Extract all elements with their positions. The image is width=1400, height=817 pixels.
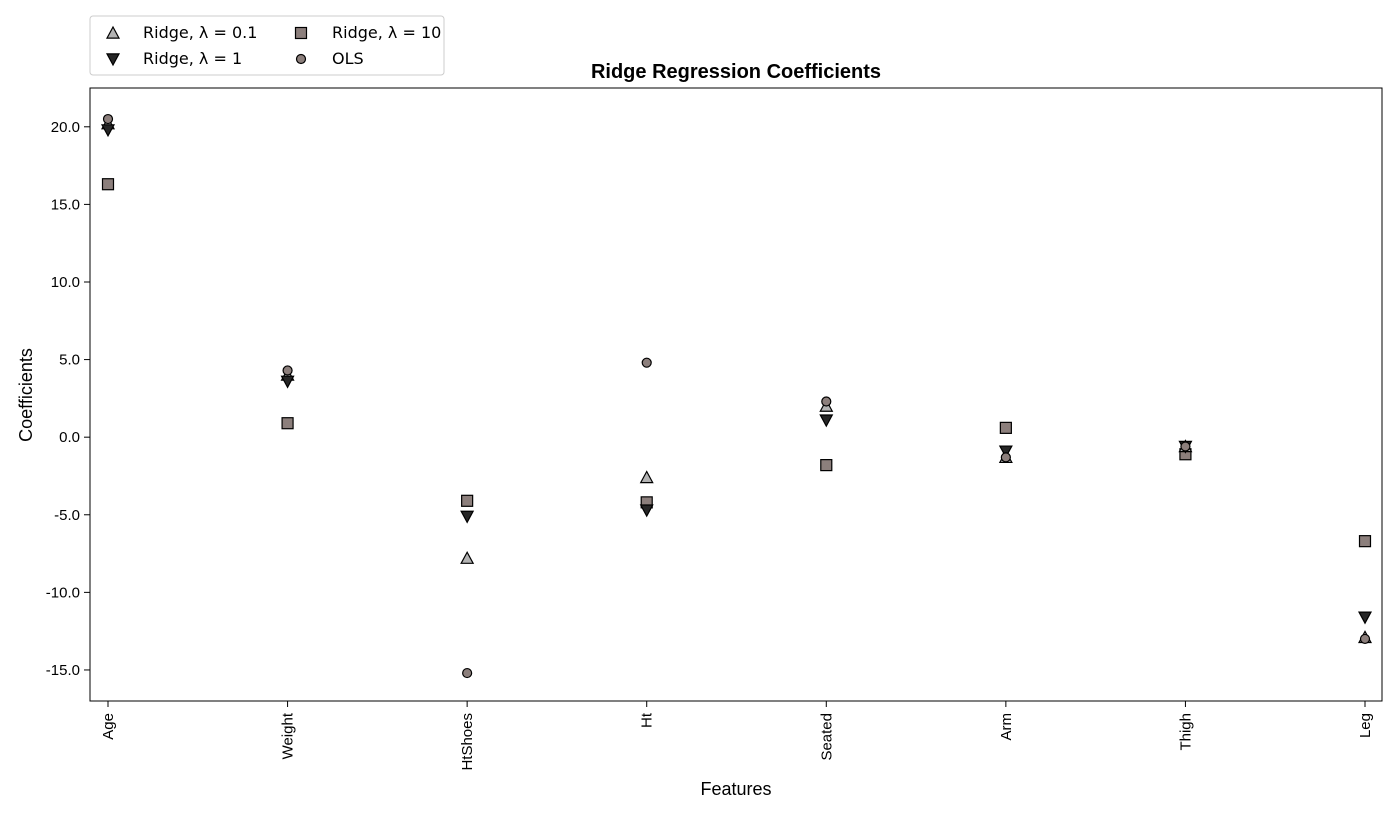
data-point — [100, 124, 116, 138]
data-point — [820, 459, 833, 472]
data-point — [819, 414, 834, 428]
data-point — [462, 667, 473, 679]
data-point — [639, 470, 654, 484]
data-point — [460, 510, 475, 524]
data-markers — [100, 113, 1373, 679]
data-point — [1000, 452, 1011, 463]
y-tick-label: 20.0 — [51, 119, 80, 136]
y-axis: 20.0 15.0 10.0 5.0 0.0 -5.0 -10.0 -15.0 — [46, 119, 90, 679]
legend-marker — [105, 25, 121, 39]
y-tick-label: -5.0 — [54, 507, 80, 524]
x-tick-label: Thigh — [1177, 713, 1194, 751]
data-point — [821, 396, 832, 407]
data-point — [281, 417, 294, 430]
y-tick-label: 5.0 — [59, 352, 80, 369]
data-point — [1357, 611, 1373, 625]
plot-area — [89, 87, 1383, 702]
x-axis-label: Features — [700, 779, 771, 799]
legend-entry: Ridge, λ = 0.1 — [143, 23, 257, 42]
x-tick-label: Weight — [280, 712, 297, 759]
chart-title: Ridge Regression Coefficients — [591, 61, 881, 83]
x-tick-label: Ht — [639, 712, 656, 728]
y-tick-label: 15.0 — [51, 196, 80, 213]
y-tick-label: 10.0 — [51, 274, 80, 291]
legend-marker — [294, 26, 308, 40]
x-tick-label: Leg — [1357, 713, 1374, 738]
legend-marker — [295, 53, 307, 65]
x-tick-label: HtShoes — [459, 713, 476, 771]
legend-entry: OLS — [332, 49, 364, 68]
legend-marker — [105, 53, 121, 67]
legend: Ridge, λ = 0.1 Ridge, λ = 1 Ridge, λ = 10 O… — [89, 15, 445, 76]
data-point — [999, 421, 1012, 434]
y-tick-label: 0.0 — [59, 429, 80, 446]
y-axis-label: Coefficients — [16, 348, 36, 442]
legend-entry: Ridge, λ = 10 — [332, 23, 441, 42]
y-tick-label: -10.0 — [46, 584, 80, 601]
data-point — [1180, 441, 1191, 452]
data-point — [280, 375, 295, 389]
legend-entry: Ridge, λ = 1 — [143, 49, 242, 68]
data-point — [1359, 633, 1371, 645]
data-point — [641, 357, 652, 368]
x-axis: Age Weight HtShoes Ht Seated Arm Thigh Leg — [100, 701, 1374, 771]
x-tick-label: Age — [100, 713, 117, 740]
x-tick-label: Arm — [998, 713, 1015, 741]
x-tick-label: Seated — [818, 713, 835, 761]
data-point — [639, 504, 654, 518]
data-point — [101, 178, 115, 191]
y-tick-label: -15.0 — [46, 662, 80, 679]
data-point — [998, 445, 1013, 459]
data-point — [1358, 535, 1372, 548]
data-point — [102, 113, 114, 125]
data-point — [461, 494, 474, 507]
data-point — [282, 365, 293, 376]
legend-box — [89, 15, 445, 76]
data-point — [460, 550, 475, 564]
